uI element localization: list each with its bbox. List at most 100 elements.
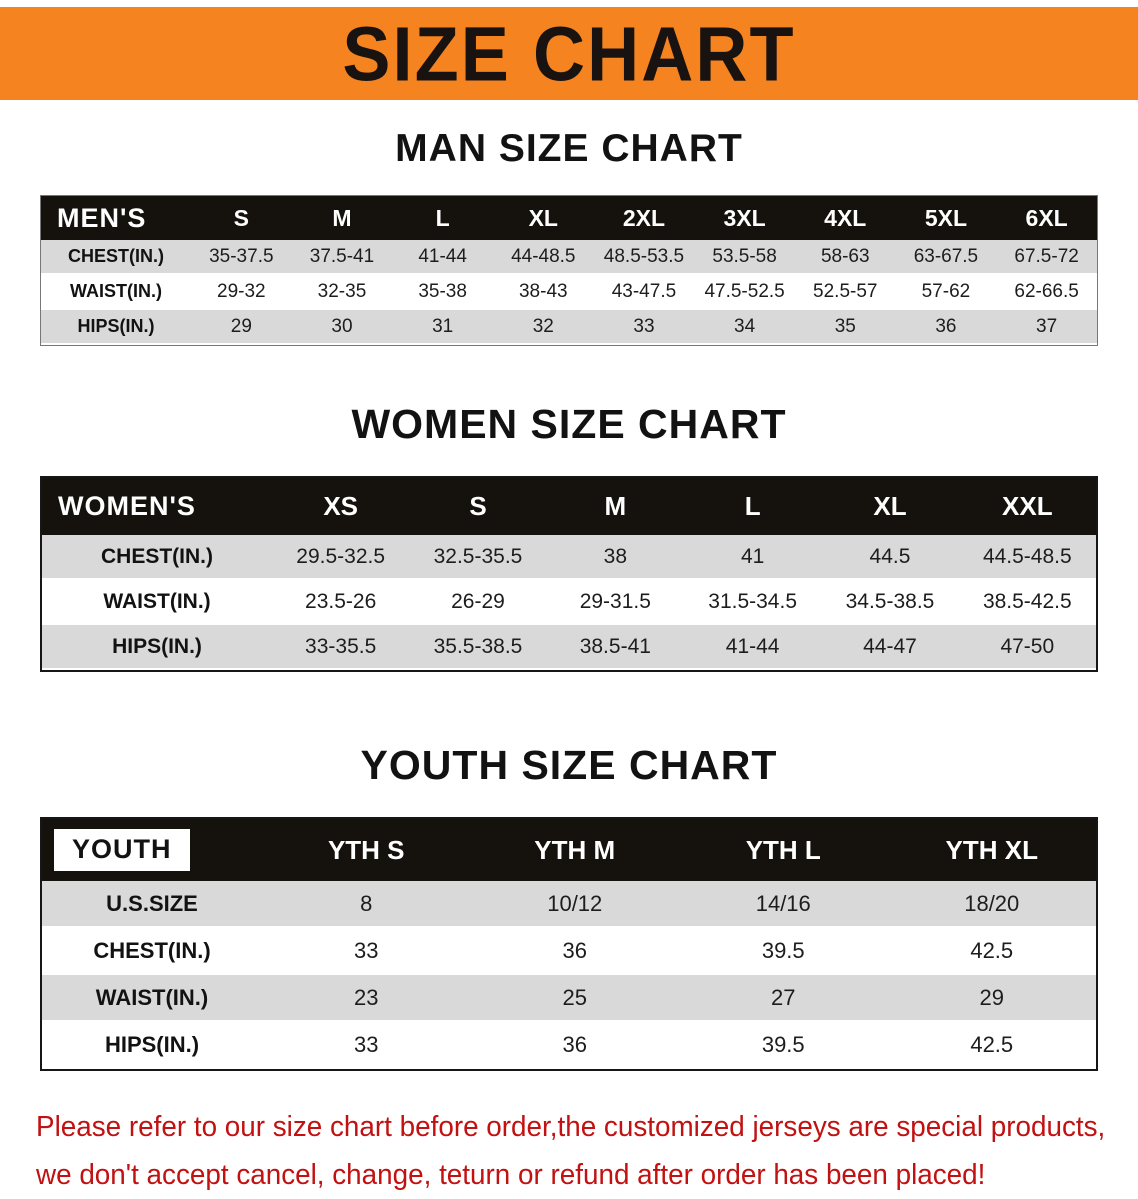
men-size-header-cell: 2XL (593, 196, 695, 240)
value-cell: 31 (392, 310, 493, 345)
value-cell: 32 (492, 310, 594, 345)
value-cell: 42.5 (887, 928, 1096, 975)
youth-table-title-cell: YOUTH (42, 819, 262, 881)
value-cell: 10/12 (470, 881, 679, 928)
youth-hips-row: HIPS(IN.) 33 36 39.5 42.5 (42, 1022, 1096, 1069)
men-size-header-cell: L (392, 196, 493, 240)
youth-size-header-cell: YTH L (679, 819, 888, 881)
value-cell: 29-32 (191, 275, 292, 310)
women-size-header-cell: M (546, 478, 684, 535)
value-cell: 29 (191, 310, 292, 345)
row-label: CHEST(IN.) (41, 240, 191, 275)
men-table-title-cell: MEN'S (41, 196, 191, 240)
value-cell: 42.5 (887, 1022, 1096, 1069)
value-cell: 35.5-38.5 (409, 625, 547, 670)
men-hips-row: HIPS(IN.) 29 30 31 32 33 34 35 36 37 (41, 310, 1097, 345)
youth-size-header-cell: YTH M (470, 819, 679, 881)
men-size-header-cell: 3XL (694, 196, 795, 240)
value-cell: 30 (291, 310, 393, 345)
youth-chest-row: CHEST(IN.) 33 36 39.5 42.5 (42, 928, 1096, 975)
value-cell: 38.5-41 (546, 625, 684, 670)
value-cell: 47.5-52.5 (694, 275, 795, 310)
value-cell: 44.5 (821, 535, 959, 580)
banner: SIZE CHART (0, 7, 1138, 100)
value-cell: 34 (694, 310, 795, 345)
men-size-header-cell: S (191, 196, 292, 240)
order-notice: Please refer to our size chart before or… (36, 1103, 1138, 1199)
value-cell: 43-47.5 (593, 275, 695, 310)
value-cell: 35 (794, 310, 896, 345)
value-cell: 33-35.5 (272, 625, 410, 670)
value-cell: 41 (683, 535, 822, 580)
youth-table-title-chip: YOUTH (54, 829, 190, 871)
value-cell: 47-50 (958, 625, 1096, 670)
order-notice-line-1: Please refer to our size chart before or… (36, 1111, 1106, 1143)
value-cell: 34.5-38.5 (821, 580, 959, 625)
women-size-header-cell: XXL (958, 478, 1096, 535)
men-size-header-cell: M (291, 196, 393, 240)
women-header-row: WOMEN'S XS S M L XL XXL (42, 478, 1096, 535)
youth-size-header-cell: YTH S (262, 819, 471, 881)
youth-header-row: YOUTH YTH S YTH M YTH L YTH XL (42, 819, 1096, 881)
value-cell: 39.5 (679, 928, 888, 975)
value-cell: 18/20 (887, 881, 1096, 928)
value-cell: 27 (679, 975, 888, 1022)
value-cell: 62-66.5 (996, 275, 1097, 310)
women-size-header-cell: XS (272, 478, 410, 535)
value-cell: 48.5-53.5 (593, 240, 695, 275)
value-cell: 67.5-72 (996, 240, 1097, 275)
value-cell: 63-67.5 (895, 240, 997, 275)
value-cell: 37.5-41 (291, 240, 393, 275)
women-size-header-cell: S (409, 478, 547, 535)
value-cell: 23.5-26 (272, 580, 410, 625)
value-cell: 44-47 (821, 625, 959, 670)
women-size-header-cell: XL (821, 478, 959, 535)
value-cell: 38-43 (492, 275, 594, 310)
row-label: HIPS(IN.) (42, 625, 272, 670)
row-label: HIPS(IN.) (41, 310, 191, 345)
value-cell: 29 (887, 975, 1096, 1022)
value-cell: 53.5-58 (694, 240, 795, 275)
men-section-title: MAN SIZE CHART (395, 127, 743, 170)
value-cell: 39.5 (679, 1022, 888, 1069)
value-cell: 37 (996, 310, 1097, 345)
youth-section-title: YOUTH SIZE CHART (360, 742, 778, 788)
banner-title: SIZE CHART (342, 10, 796, 97)
value-cell: 44-48.5 (492, 240, 594, 275)
value-cell: 32-35 (291, 275, 393, 310)
row-label: CHEST(IN.) (42, 535, 272, 580)
row-label: CHEST(IN.) (42, 928, 262, 975)
women-size-table: WOMEN'S XS S M L XL XXL CHEST(IN.) 29.5-… (40, 476, 1098, 672)
men-size-header-cell: 5XL (895, 196, 997, 240)
row-label: U.S.SIZE (42, 881, 262, 928)
women-table-title-cell: WOMEN'S (42, 478, 272, 535)
value-cell: 36 (470, 1022, 679, 1069)
women-chest-row: CHEST(IN.) 29.5-32.5 32.5-35.5 38 41 44.… (42, 535, 1096, 580)
men-size-header-cell: 6XL (996, 196, 1097, 240)
row-label: HIPS(IN.) (42, 1022, 262, 1069)
value-cell: 44.5-48.5 (958, 535, 1096, 580)
value-cell: 41-44 (683, 625, 822, 670)
value-cell: 32.5-35.5 (409, 535, 547, 580)
men-waist-row: WAIST(IN.) 29-32 32-35 35-38 38-43 43-47… (41, 275, 1097, 310)
youth-waist-row: WAIST(IN.) 23 25 27 29 (42, 975, 1096, 1022)
men-chest-row: CHEST(IN.) 35-37.5 37.5-41 41-44 44-48.5… (41, 240, 1097, 275)
value-cell: 35-38 (392, 275, 493, 310)
value-cell: 14/16 (679, 881, 888, 928)
value-cell: 33 (262, 928, 471, 975)
row-label: WAIST(IN.) (42, 580, 272, 625)
value-cell: 29-31.5 (546, 580, 684, 625)
value-cell: 41-44 (392, 240, 493, 275)
men-header-row: MEN'S S M L XL 2XL 3XL 4XL 5XL 6XL (41, 196, 1097, 240)
value-cell: 25 (470, 975, 679, 1022)
women-waist-row: WAIST(IN.) 23.5-26 26-29 29-31.5 31.5-34… (42, 580, 1096, 625)
value-cell: 31.5-34.5 (683, 580, 822, 625)
women-size-header-cell: L (683, 478, 822, 535)
value-cell: 23 (262, 975, 471, 1022)
men-size-table: MEN'S S M L XL 2XL 3XL 4XL 5XL 6XL CHEST… (40, 195, 1098, 346)
value-cell: 38.5-42.5 (958, 580, 1096, 625)
value-cell: 33 (593, 310, 695, 345)
youth-size-table: YOUTH YTH S YTH M YTH L YTH XL U.S.SIZE … (40, 817, 1098, 1071)
value-cell: 36 (470, 928, 679, 975)
